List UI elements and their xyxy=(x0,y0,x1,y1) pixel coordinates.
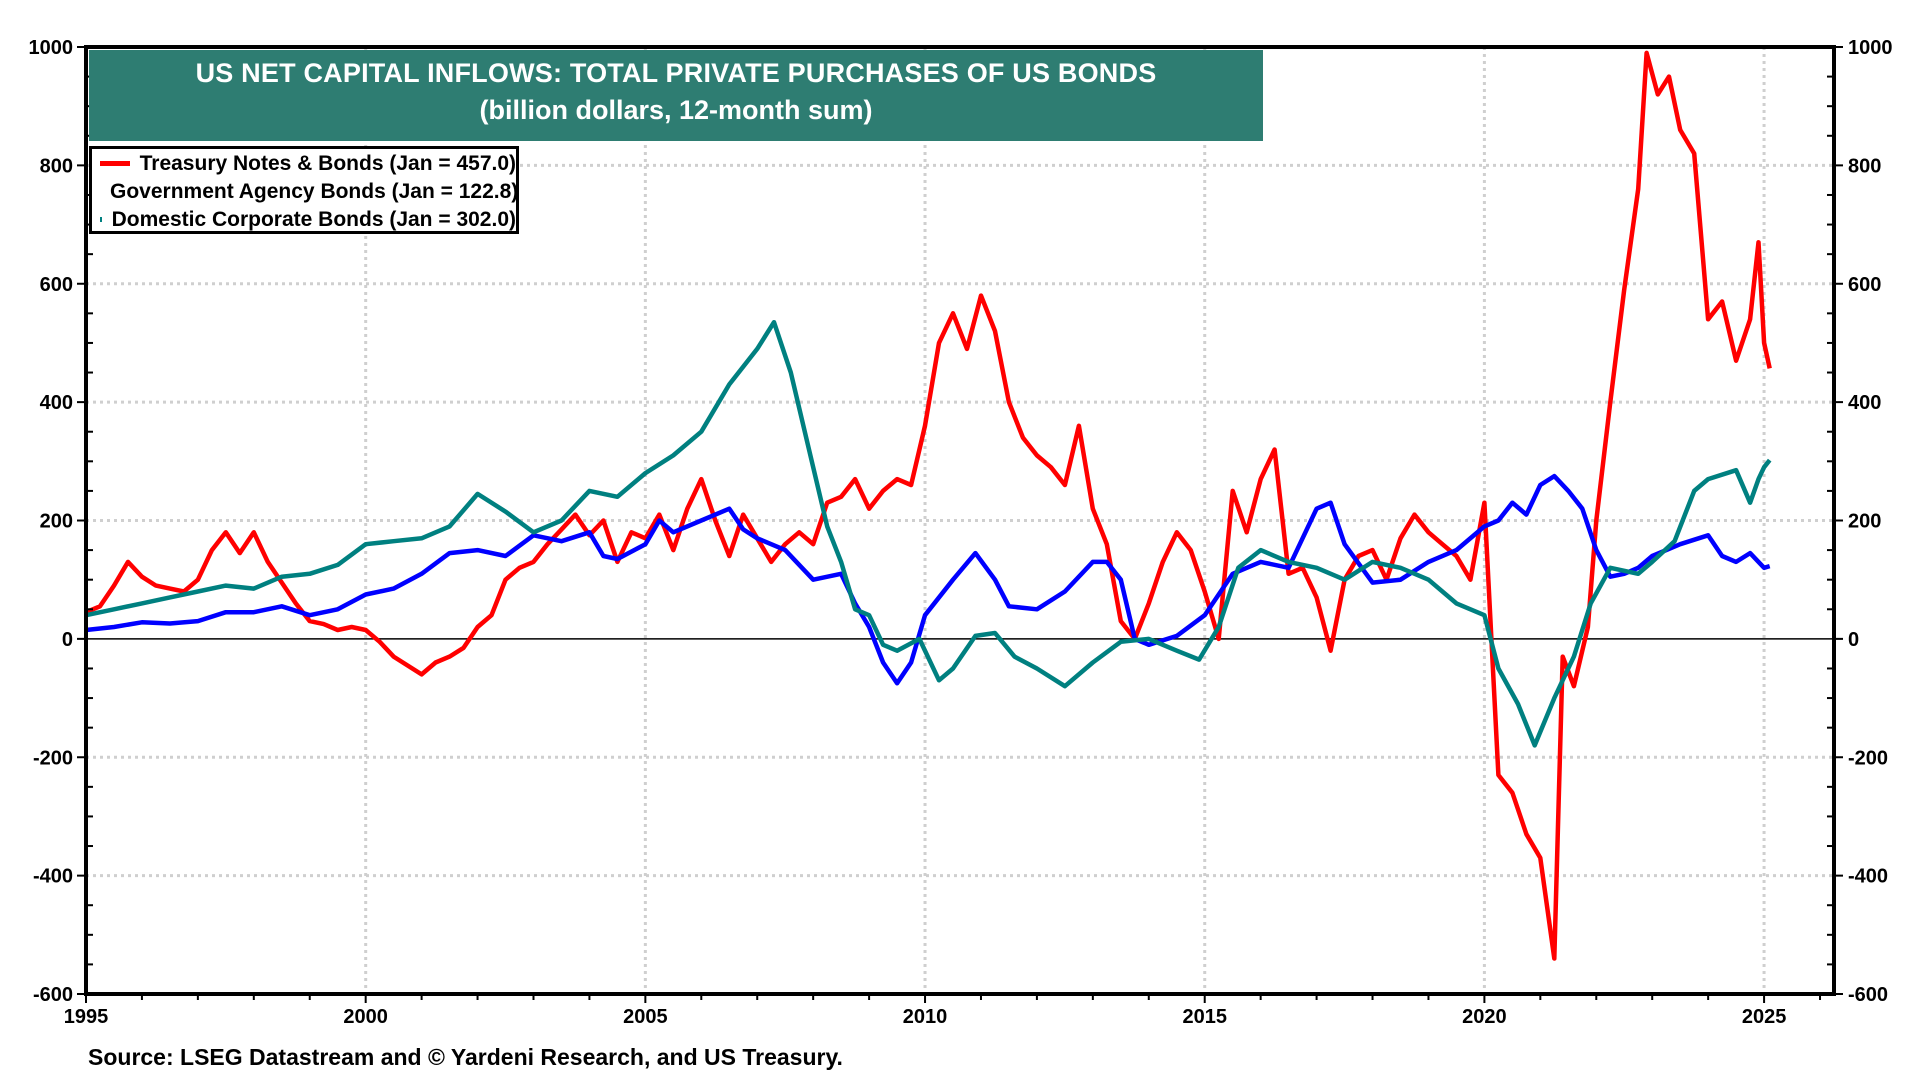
x-tick-label: 2020 xyxy=(1462,1006,1507,1028)
legend-swatch-teal xyxy=(100,217,102,222)
y-tick-label-left: -600 xyxy=(33,984,73,1006)
y-tick-label-right: -200 xyxy=(1848,747,1888,769)
chart-title: US NET CAPITAL INFLOWS: TOTAL PRIVATE PU… xyxy=(195,58,1157,88)
chart-title-box: US NET CAPITAL INFLOWS: TOTAL PRIVATE PU… xyxy=(89,50,1263,141)
legend-label: Domestic Corporate Bonds (Jan = 302.0) xyxy=(111,207,516,231)
y-tick-label-left: 1000 xyxy=(29,37,74,59)
legend-item-agency: Government Agency Bonds (Jan = 122.8) xyxy=(100,178,519,205)
x-tick-label: 2005 xyxy=(623,1006,668,1028)
source-note: Source: LSEG Datastream and © Yardeni Re… xyxy=(88,1044,843,1070)
x-tick-label: 2010 xyxy=(903,1006,948,1028)
x-tick-label: 2000 xyxy=(343,1006,388,1028)
y-tick-label-left: 0 xyxy=(62,629,73,651)
legend-item-corporate: Domestic Corporate Bonds (Jan = 302.0) xyxy=(100,206,516,233)
y-tick-label-right: -400 xyxy=(1848,866,1888,888)
x-tick-label: 2015 xyxy=(1182,1006,1227,1028)
y-tick-label-right: -600 xyxy=(1848,984,1888,1006)
y-tick-label-right: 600 xyxy=(1848,274,1881,296)
y-tick-label-left: -400 xyxy=(33,866,73,888)
y-tick-label-left: 600 xyxy=(40,274,73,296)
y-axis-right: -600 -400 -200 0 200 400 600 800 1000 xyxy=(1827,37,1893,1006)
legend-item-treasury: Treasury Notes & Bonds (Jan = 457.0) xyxy=(100,150,516,177)
legend: Treasury Notes & Bonds (Jan = 457.0) Gov… xyxy=(89,146,519,234)
legend-label: Treasury Notes & Bonds (Jan = 457.0) xyxy=(139,151,516,175)
y-tick-label-right: 400 xyxy=(1848,392,1881,414)
x-tick-label: 2025 xyxy=(1742,1006,1787,1028)
y-tick-label-left: -200 xyxy=(33,747,73,769)
y-tick-label-right: 200 xyxy=(1848,511,1881,533)
treasury-line xyxy=(85,50,1772,961)
legend-swatch-red xyxy=(100,161,130,166)
y-tick-label-left: 800 xyxy=(40,155,73,177)
x-tick-label: 1995 xyxy=(64,1006,109,1028)
chart-subtitle: (billion dollars, 12-month sum) xyxy=(479,95,873,125)
agency-line xyxy=(85,473,1771,686)
legend-label: Government Agency Bonds (Jan = 122.8) xyxy=(110,179,519,203)
y-tick-label-left: 400 xyxy=(40,392,73,414)
series-lines xyxy=(85,50,1772,961)
corporate-line xyxy=(85,319,1772,748)
y-tick-label-right: 1000 xyxy=(1848,37,1893,59)
x-axis: 1995 2000 2005 2010 2015 2020 2025 xyxy=(64,994,1822,1028)
y-tick-label-right: 0 xyxy=(1848,629,1859,651)
y-axis-left: -600 -400 -200 0 200 400 600 800 1000 xyxy=(29,37,93,1006)
y-tick-label-right: 800 xyxy=(1848,155,1881,177)
y-tick-label-left: 200 xyxy=(40,511,73,533)
